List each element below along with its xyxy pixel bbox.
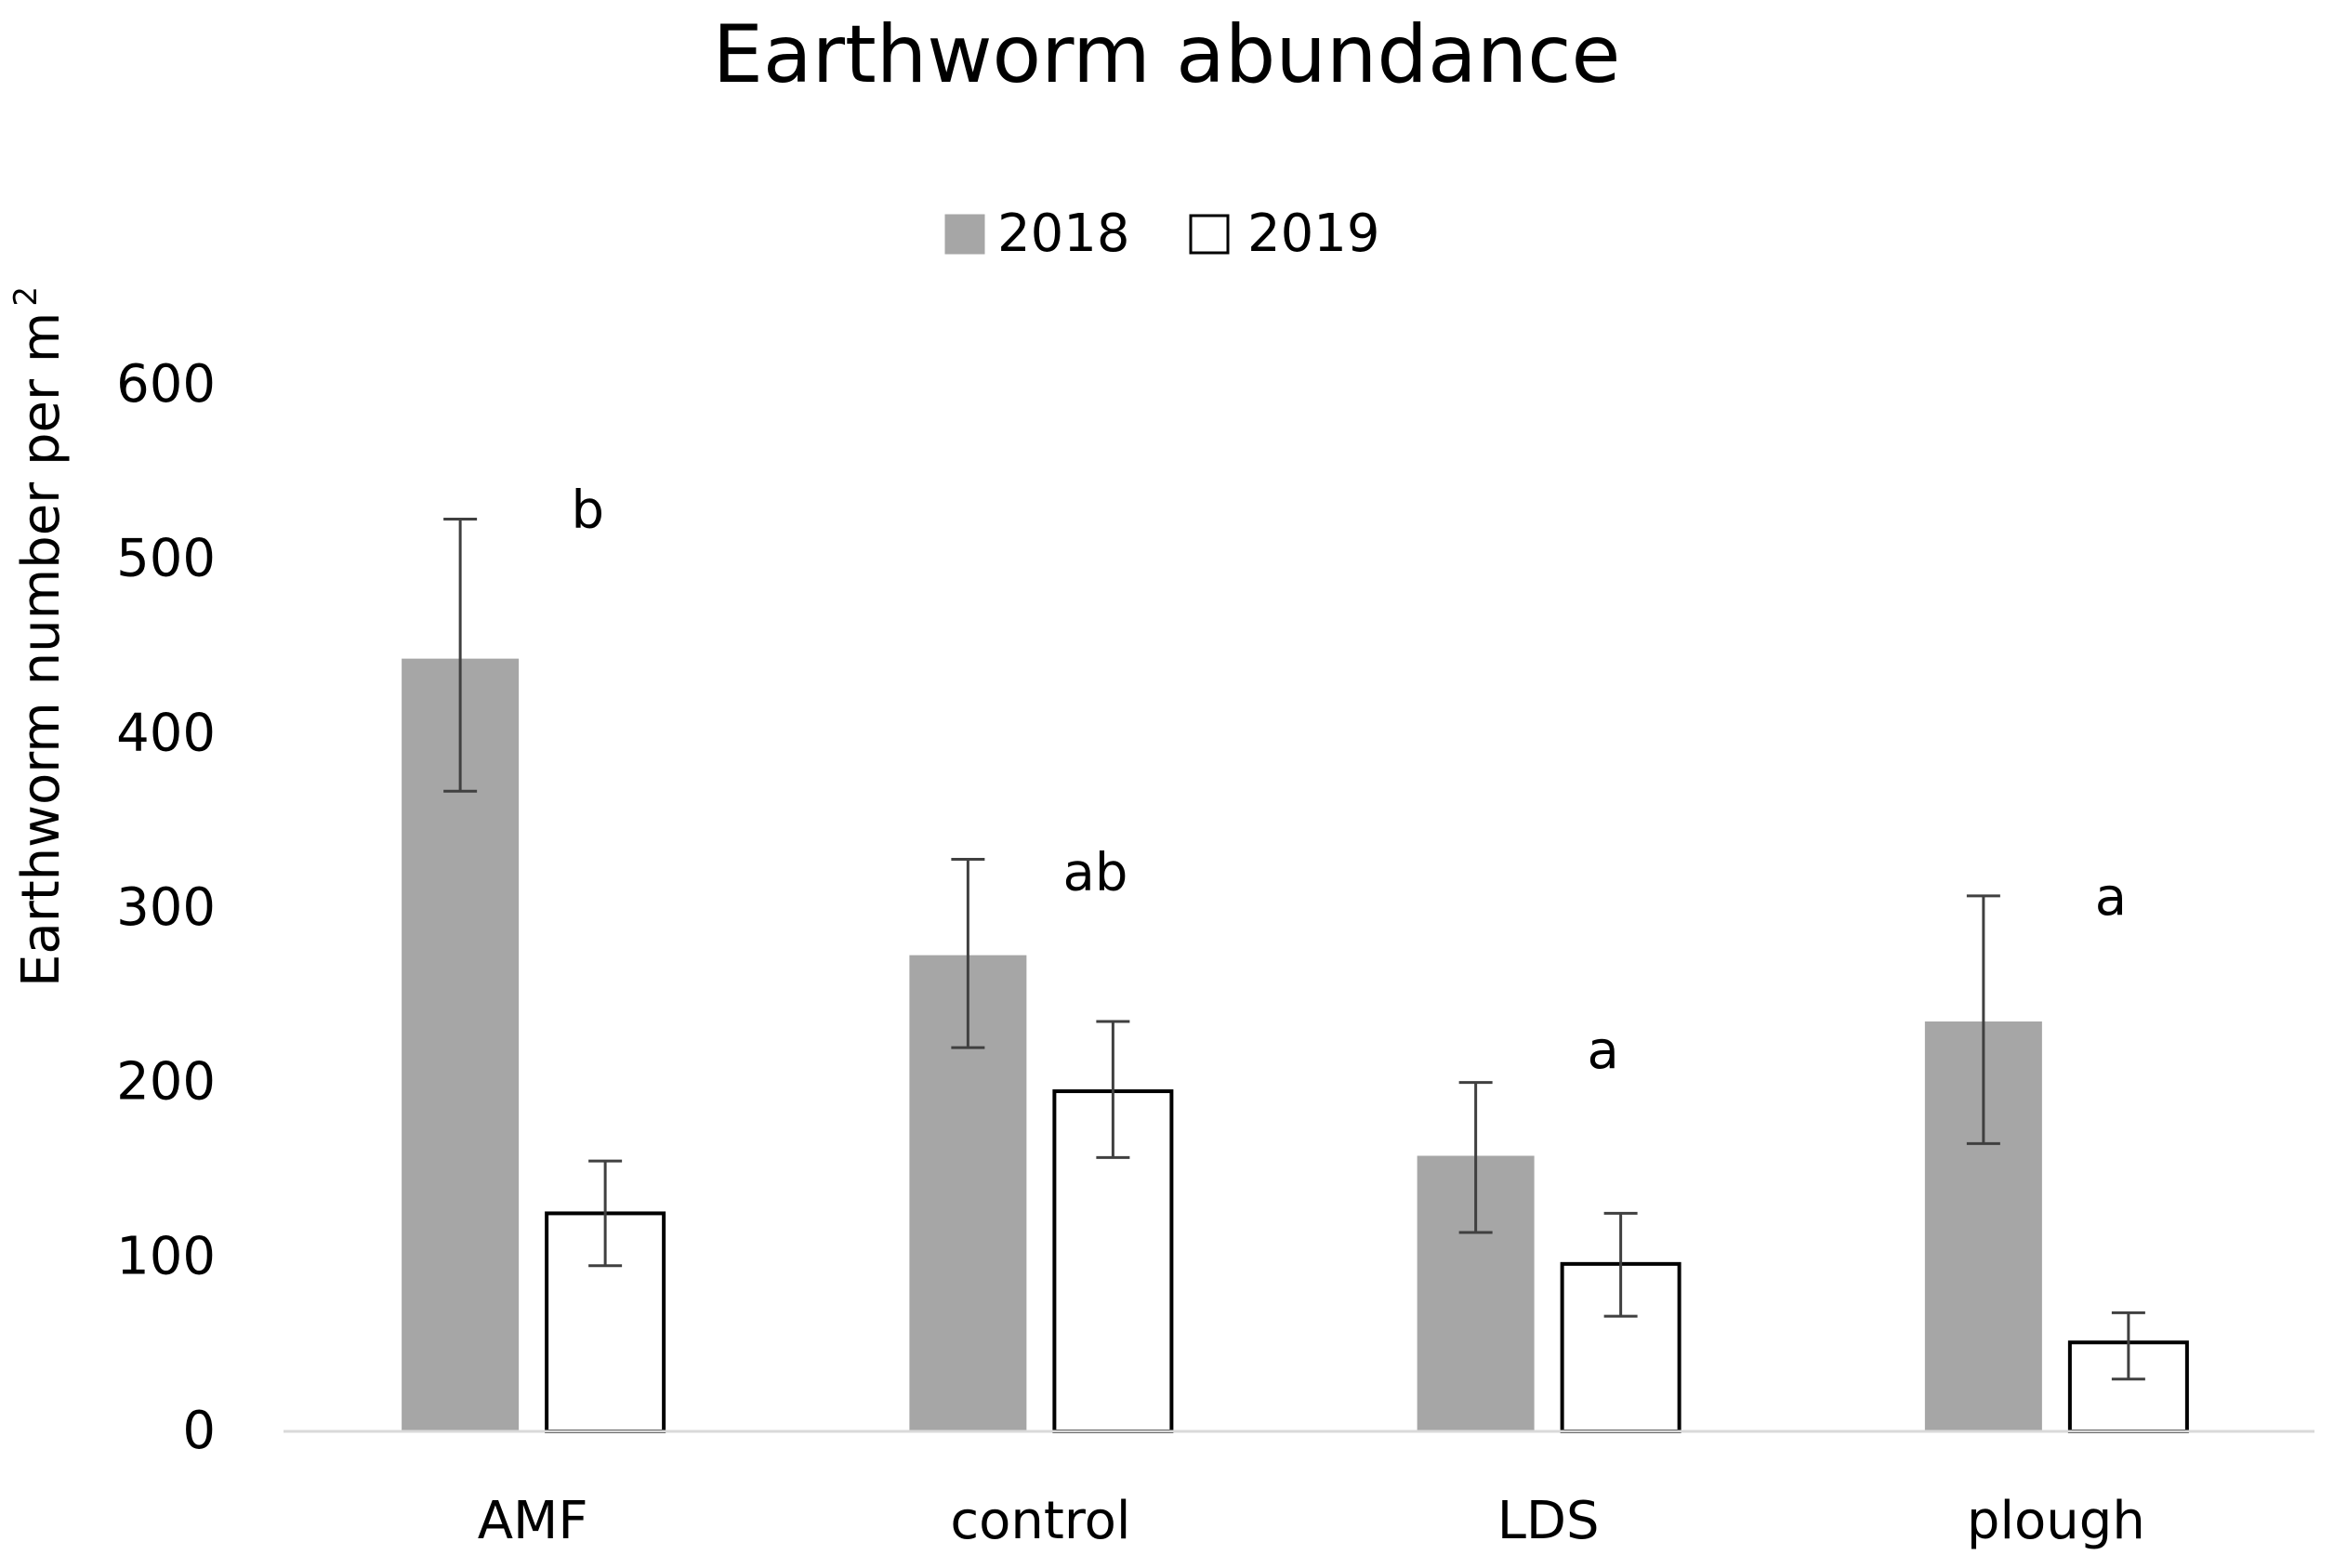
x-tick-label-plough: plough — [1967, 1491, 2145, 1551]
x-axis-labels: AMF control LDS plough — [478, 1491, 2145, 1551]
legend-label-2019: 2019 — [1247, 204, 1380, 264]
y-axis-title-main: Earthworm number per m — [11, 312, 72, 987]
y-tick-label: 200 — [116, 1052, 216, 1113]
y-tick-label: 500 — [116, 529, 216, 589]
x-tick-label-AMF: AMF — [478, 1491, 588, 1551]
chart-title: Earthworm abundance — [713, 8, 1621, 101]
error-bars — [443, 518, 2145, 1381]
y-tick-label: 400 — [116, 703, 216, 763]
y-axis-title-superscript: 2 — [7, 286, 45, 307]
annotation-control: ab — [1063, 843, 1128, 903]
y-axis-ticks: 0 100 200 300 400 500 600 — [116, 354, 216, 1461]
x-tick-label-LDS: LDS — [1497, 1491, 1600, 1551]
y-tick-label: 600 — [116, 354, 216, 415]
legend: 2018 2019 — [944, 204, 1380, 264]
y-tick-label: 100 — [116, 1226, 216, 1286]
y-axis-title: Earthworm number per m 2 — [7, 286, 72, 987]
annotation-LDS: a — [1588, 1021, 1619, 1081]
annotation-plough: a — [2095, 867, 2127, 928]
legend-swatch-2018 — [944, 214, 985, 255]
bars — [402, 658, 2189, 1434]
y-axis-title-text: Earthworm number per m 2 — [7, 286, 72, 987]
y-tick-label: 0 — [182, 1401, 216, 1461]
x-tick-label-control: control — [950, 1491, 1130, 1551]
annotations: b ab a a — [571, 480, 2127, 1081]
annotation-AMF: b — [571, 480, 604, 540]
y-tick-label: 300 — [116, 877, 216, 938]
legend-label-2018: 2018 — [997, 204, 1130, 264]
legend-swatch-2019 — [1189, 214, 1230, 255]
